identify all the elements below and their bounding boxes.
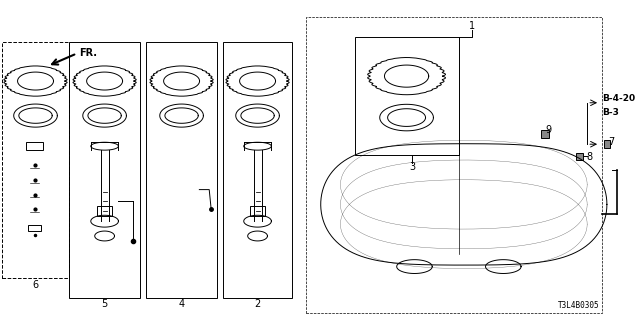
Text: 5: 5 [102,299,108,309]
Bar [69,42,140,298]
Bar [97,206,113,216]
Bar [355,37,459,155]
Text: 3: 3 [410,162,415,172]
Bar [576,153,583,160]
Bar [28,225,42,231]
Bar [604,140,610,148]
Bar [223,42,292,298]
Text: 6: 6 [33,280,38,290]
Bar [146,42,217,298]
Text: FR.: FR. [79,48,97,59]
Text: 9: 9 [546,125,552,135]
Bar [541,130,548,138]
Text: T3L4B0305: T3L4B0305 [558,301,600,310]
Text: 7: 7 [608,137,614,147]
Text: 1: 1 [468,21,475,31]
Bar [306,17,602,313]
Text: 8: 8 [586,152,592,162]
Bar [2,42,69,278]
Text: B-4-20: B-4-20 [602,94,635,103]
Text: B-3: B-3 [602,108,619,117]
Text: 2: 2 [255,299,260,309]
Bar [26,142,44,150]
Text: 4: 4 [179,299,185,309]
Bar [250,206,266,216]
